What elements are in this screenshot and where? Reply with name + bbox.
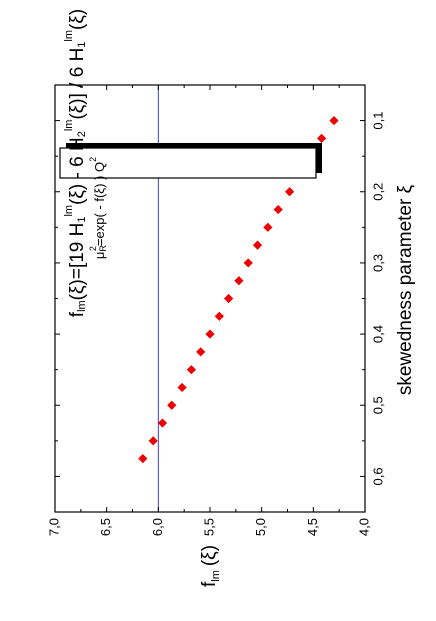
y-axis-label-f: f — [199, 581, 220, 587]
y-tick-label: 5,0 — [253, 518, 268, 536]
annotation-mu-sub: R — [98, 245, 108, 252]
data-point — [224, 293, 234, 304]
data-point — [329, 115, 339, 126]
x-axis-label-text: skewedness parameter — [395, 193, 416, 395]
tick-group: 4,0 4,5 5,0 5,5 6,0 6,5 7,0 0,1 0,2 0,3 0,4 0,5 0,6 — [46, 84, 385, 536]
data-point — [273, 204, 283, 215]
data-point — [138, 454, 148, 464]
y-tick-label: 4,5 — [305, 518, 320, 536]
data-point — [148, 436, 158, 446]
formula-p1: f — [67, 311, 88, 317]
formula-box: flm(ξ)=[19 H1lm(ξ) - 6 H2lm(ξ)] / 6 H1lm… — [59, 9, 322, 317]
data-point — [205, 329, 215, 339]
data-point — [177, 382, 187, 393]
data-point — [234, 276, 244, 286]
x-tick-label: 0,2 — [370, 183, 385, 201]
formula-text: flm(ξ)=[19 H1lm(ξ) - 6 H2lm(ξ)] / 6 H1lm… — [63, 9, 88, 317]
data-point — [284, 187, 295, 197]
annotation-q-sup: 2 — [88, 157, 98, 162]
data-point — [186, 365, 196, 375]
formula-p5: (ξ) — [67, 9, 88, 30]
formula-p4-sub: 1 — [76, 42, 88, 48]
formula-p3: (ξ) - 6 H — [67, 137, 88, 205]
x-tick-label: 0,4 — [370, 325, 385, 343]
annotation-mu: μ — [92, 252, 107, 260]
y-axis-label: flm (ξ) — [199, 545, 222, 587]
y-tick-label: 4,0 — [356, 518, 371, 536]
marker-group — [138, 115, 339, 464]
x-tick-label: 0,6 — [370, 467, 385, 485]
formula-p4: (ξ)] / 6 H — [67, 48, 88, 120]
x-axis-label: skewedness parameter ξ — [395, 184, 416, 395]
data-point — [263, 222, 273, 232]
y-axis-label-arg: (ξ) — [199, 545, 220, 566]
data-point — [157, 418, 168, 428]
formula-p4-sup: lm — [63, 30, 75, 42]
data-point — [196, 347, 206, 357]
x-axis-label-symbol: ξ — [395, 184, 416, 193]
formula-p3-sup: lm — [63, 120, 75, 132]
data-point — [243, 258, 253, 268]
x-tick-label: 0,5 — [370, 396, 385, 414]
formula-p3-sub: 2 — [76, 131, 88, 137]
x-tick-label: 0,1 — [370, 112, 385, 130]
formula-p1-sub: lm — [76, 300, 88, 312]
formula-p2-sub: 1 — [76, 217, 88, 223]
annotation-mu-sup: 2 — [88, 246, 98, 251]
y-tick-label: 6,0 — [150, 518, 165, 536]
data-point — [214, 311, 224, 321]
y-axis-label-sub: lm — [210, 570, 222, 582]
y-tick-label: 5,5 — [201, 518, 216, 536]
formula-p2: (ξ)=[19 H — [67, 223, 88, 301]
formula-p2-sup: lm — [63, 205, 75, 217]
formula-box-frame — [59, 147, 317, 179]
annotation-text: μR2=exp( - f(ξ) ) Q2 — [88, 157, 108, 259]
data-point — [167, 400, 177, 410]
y-tick-label: 7,0 — [46, 518, 61, 536]
data-point — [252, 240, 263, 250]
x-tick-label: 0,3 — [370, 254, 385, 272]
annotation-rest: =exp( - f(ξ) ) Q — [92, 162, 107, 246]
data-point — [317, 133, 327, 143]
y-tick-label: 6,5 — [98, 518, 113, 536]
